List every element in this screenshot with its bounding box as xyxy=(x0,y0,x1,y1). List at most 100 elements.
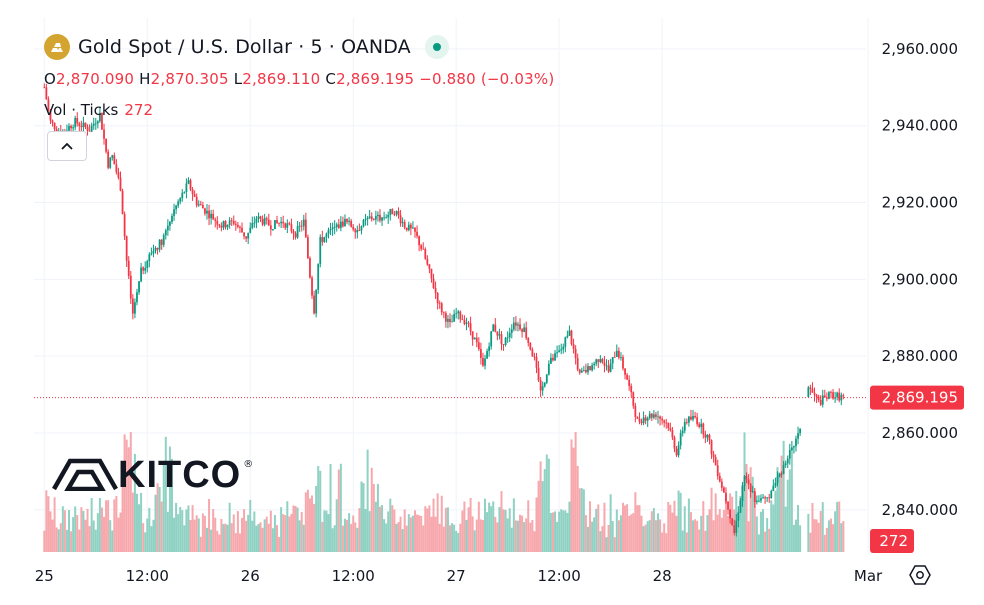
candle-body xyxy=(290,224,293,232)
volume-bar xyxy=(615,509,618,552)
volume-bar xyxy=(127,447,130,552)
candle-body xyxy=(733,525,736,533)
candle-body xyxy=(519,324,521,330)
candle-body xyxy=(251,223,254,228)
volume-bar xyxy=(799,525,802,552)
volume-bar xyxy=(115,495,118,552)
candle-body xyxy=(646,418,649,421)
volume-bar xyxy=(465,519,468,552)
symbol-title[interactable]: Gold Spot / U.S. Dollar · 5 · OANDA xyxy=(78,36,411,58)
volume-bar xyxy=(463,501,466,552)
volume-bar xyxy=(475,519,478,552)
candle-body xyxy=(325,233,328,238)
candle-body xyxy=(107,151,110,168)
volume-bar xyxy=(634,492,637,552)
candle-body xyxy=(580,370,583,373)
candle-body xyxy=(399,215,402,224)
volume-bar xyxy=(560,509,563,552)
candle-body xyxy=(189,180,192,190)
volume-bar xyxy=(166,511,169,552)
volume-bar xyxy=(755,516,758,552)
candle-body xyxy=(68,125,70,131)
volume-bar xyxy=(131,492,134,552)
candle-body xyxy=(745,475,748,480)
volume-legend: Vol · Ticks 272 xyxy=(44,101,153,119)
candle-body xyxy=(134,302,136,314)
volume-bar xyxy=(811,502,814,552)
y-tick-label: 2,880.000 xyxy=(882,347,958,365)
candle-body xyxy=(609,363,612,372)
volume-bar xyxy=(451,523,454,552)
candle-body xyxy=(622,357,624,369)
candle-body xyxy=(121,190,124,215)
volume-bar xyxy=(224,523,227,552)
volume-bar xyxy=(589,501,592,552)
candle-body xyxy=(817,396,820,400)
candle-body xyxy=(292,231,295,234)
volume-bar xyxy=(280,507,283,552)
volume-bar xyxy=(352,515,355,552)
volume-bar xyxy=(774,490,777,552)
candle-body xyxy=(525,327,528,339)
candle-body xyxy=(698,424,701,427)
volume-bar xyxy=(57,529,60,552)
candle-body xyxy=(634,405,637,417)
candle-body xyxy=(166,225,169,231)
candle-body xyxy=(280,221,283,224)
candle-body xyxy=(506,337,509,339)
candle-body xyxy=(300,225,303,227)
candle-body xyxy=(43,87,46,89)
candle-body xyxy=(117,172,120,178)
time-axis[interactable]: 25 12:00 26 12:00 27 12:00 28 Mar xyxy=(35,567,883,585)
candle-body xyxy=(255,218,258,223)
volume-bar xyxy=(440,495,443,552)
volume-bar xyxy=(632,513,635,552)
volume-bar xyxy=(212,509,215,552)
volume-bar xyxy=(574,432,577,552)
candle-body xyxy=(842,395,845,397)
volume-bar xyxy=(797,504,800,552)
volume-label[interactable]: Vol · Ticks xyxy=(44,101,119,119)
candle-body xyxy=(191,189,194,195)
volume-bar xyxy=(121,477,124,552)
candle-body xyxy=(183,191,186,193)
volume-bar xyxy=(337,469,340,552)
candle-body xyxy=(201,204,204,209)
volume-bar xyxy=(92,520,95,552)
candle-body xyxy=(821,395,824,405)
candle-body xyxy=(723,487,725,493)
candle-body xyxy=(160,239,163,245)
candle-body xyxy=(356,230,359,233)
candle-body xyxy=(434,288,437,293)
candle-body xyxy=(469,323,472,332)
volume-bar xyxy=(341,525,344,552)
candle-body xyxy=(537,367,540,381)
volume-bar xyxy=(778,472,781,552)
candle-body xyxy=(541,386,544,391)
candle-body xyxy=(269,225,272,230)
candle-body xyxy=(461,319,464,321)
y-tick-label: 2,840.000 xyxy=(882,501,958,519)
volume-bar xyxy=(413,510,416,552)
candle-body xyxy=(96,121,99,124)
market-open-dot-icon[interactable] xyxy=(424,35,449,59)
volume-bar xyxy=(508,508,511,552)
candle-body xyxy=(49,109,52,121)
candle-body xyxy=(239,226,241,228)
volume-bar xyxy=(842,521,845,552)
candle-body xyxy=(440,303,443,313)
candle-body xyxy=(677,445,680,456)
chart-settings-button[interactable] xyxy=(906,563,934,587)
volume-bar xyxy=(426,508,429,552)
candle-body xyxy=(714,457,717,466)
price-axis[interactable]: 2,960.000 2,940.000 2,920.000 2,900.000 2,88… xyxy=(882,40,958,519)
candle-body xyxy=(731,518,734,526)
volume-bar xyxy=(681,530,684,552)
candle-body xyxy=(304,219,307,238)
candle-body xyxy=(379,214,381,221)
volume-bar xyxy=(78,529,81,552)
candle-body xyxy=(127,260,130,276)
collapse-legend-button[interactable] xyxy=(47,131,87,161)
axis-badges: 2,869.195 272 xyxy=(870,385,964,553)
